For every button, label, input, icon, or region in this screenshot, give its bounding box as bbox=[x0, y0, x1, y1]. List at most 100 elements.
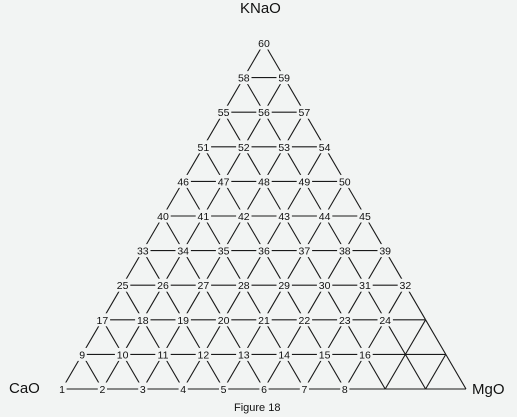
node-label: 40 bbox=[157, 211, 169, 223]
node-label-background bbox=[114, 278, 131, 292]
node-label-background bbox=[215, 313, 232, 327]
node-label-background bbox=[195, 347, 212, 361]
node-label: 38 bbox=[339, 246, 351, 258]
node-label-background bbox=[377, 244, 393, 258]
node-label-background bbox=[135, 244, 151, 258]
node-label: 10 bbox=[117, 349, 129, 361]
node-label-background bbox=[276, 347, 292, 361]
node-label-background bbox=[175, 174, 191, 188]
node-label: 21 bbox=[258, 315, 270, 327]
node-label: 25 bbox=[117, 280, 129, 292]
node-label: 33 bbox=[137, 246, 149, 258]
node-label: 37 bbox=[299, 246, 311, 258]
node-label-background bbox=[296, 313, 313, 327]
node-label: 14 bbox=[278, 349, 290, 361]
node-label: 39 bbox=[379, 246, 391, 258]
node-label-background bbox=[256, 36, 272, 50]
node-label: 32 bbox=[400, 280, 412, 292]
node-label-background bbox=[296, 174, 313, 188]
node-label-background bbox=[337, 244, 353, 258]
node-label: 30 bbox=[319, 280, 331, 292]
grid-edge-falling bbox=[425, 319, 447, 355]
node-label-background bbox=[337, 313, 353, 327]
grid-edge-rising bbox=[425, 354, 447, 390]
node-label: 9 bbox=[79, 349, 85, 361]
node-label: 43 bbox=[278, 211, 290, 223]
node-label-background bbox=[316, 278, 333, 292]
node-label-background bbox=[296, 244, 313, 258]
node-label-background bbox=[316, 209, 333, 223]
node-label: 59 bbox=[278, 73, 290, 85]
node-label: 50 bbox=[339, 176, 351, 188]
node-label-background bbox=[316, 140, 333, 154]
node-label: 55 bbox=[218, 107, 230, 119]
node-label: 52 bbox=[238, 142, 250, 154]
node-label-background bbox=[94, 313, 111, 327]
node-label: 27 bbox=[198, 280, 210, 292]
node-label: 54 bbox=[319, 142, 331, 154]
node-label-background bbox=[337, 174, 353, 188]
node-label: 26 bbox=[157, 280, 169, 292]
node-label: 6 bbox=[261, 384, 267, 396]
node-label: 56 bbox=[258, 107, 270, 119]
node-label: 45 bbox=[359, 211, 371, 223]
node-label-background bbox=[175, 313, 191, 327]
node-label-background bbox=[77, 347, 87, 361]
node-label-background bbox=[256, 174, 272, 188]
node-label: 4 bbox=[180, 384, 186, 396]
node-label-background bbox=[57, 382, 67, 396]
node-label-background bbox=[357, 278, 373, 292]
node-label-background bbox=[219, 382, 229, 396]
node-label: 51 bbox=[198, 142, 210, 154]
node-label-background bbox=[155, 209, 171, 223]
apex-label-left: CaO bbox=[9, 380, 40, 397]
node-label: 35 bbox=[218, 246, 230, 258]
node-label: 46 bbox=[177, 176, 189, 188]
node-label: 13 bbox=[238, 349, 250, 361]
node-label: 18 bbox=[137, 315, 149, 327]
node-label: 12 bbox=[198, 349, 210, 361]
node-label: 7 bbox=[301, 384, 307, 396]
node-label-background bbox=[296, 105, 313, 119]
node-label-background bbox=[340, 382, 350, 396]
node-label: 36 bbox=[258, 246, 270, 258]
node-label-background bbox=[259, 382, 269, 396]
node-label-background bbox=[357, 347, 373, 361]
node-label-background bbox=[178, 382, 188, 396]
node-label-background bbox=[195, 140, 212, 154]
node-label: 34 bbox=[177, 246, 189, 258]
node-label-background bbox=[256, 105, 272, 119]
node-label: 48 bbox=[258, 176, 270, 188]
node-label: 16 bbox=[359, 349, 371, 361]
node-label: 44 bbox=[319, 211, 331, 223]
grid-edge-rising bbox=[384, 354, 406, 390]
node-label-background bbox=[276, 140, 292, 154]
node-label-background bbox=[215, 105, 232, 119]
node-label: 15 bbox=[319, 349, 331, 361]
node-label: 28 bbox=[238, 280, 250, 292]
node-label-background bbox=[256, 244, 272, 258]
grid-edge-falling bbox=[404, 354, 427, 390]
node-label-background bbox=[236, 209, 252, 223]
node-label: 1 bbox=[59, 384, 65, 396]
node-label-background bbox=[236, 140, 252, 154]
node-label-background bbox=[256, 313, 272, 327]
node-label: 23 bbox=[339, 315, 351, 327]
node-label-background bbox=[357, 209, 373, 223]
node-label: 29 bbox=[278, 280, 290, 292]
grid-lines bbox=[61, 42, 467, 390]
node-label-background bbox=[316, 347, 333, 361]
node-label: 2 bbox=[99, 384, 105, 396]
node-label-background bbox=[97, 382, 107, 396]
node-label: 5 bbox=[221, 384, 227, 396]
node-label: 3 bbox=[140, 384, 146, 396]
node-label-background bbox=[195, 209, 212, 223]
node-label-background bbox=[114, 347, 131, 361]
apex-label-right: MgO bbox=[472, 381, 505, 398]
node-label: 20 bbox=[218, 315, 230, 327]
node-label: 19 bbox=[177, 315, 189, 327]
node-label-background bbox=[236, 278, 252, 292]
grid-edge-rising bbox=[404, 319, 427, 355]
node-label-background bbox=[138, 382, 148, 396]
